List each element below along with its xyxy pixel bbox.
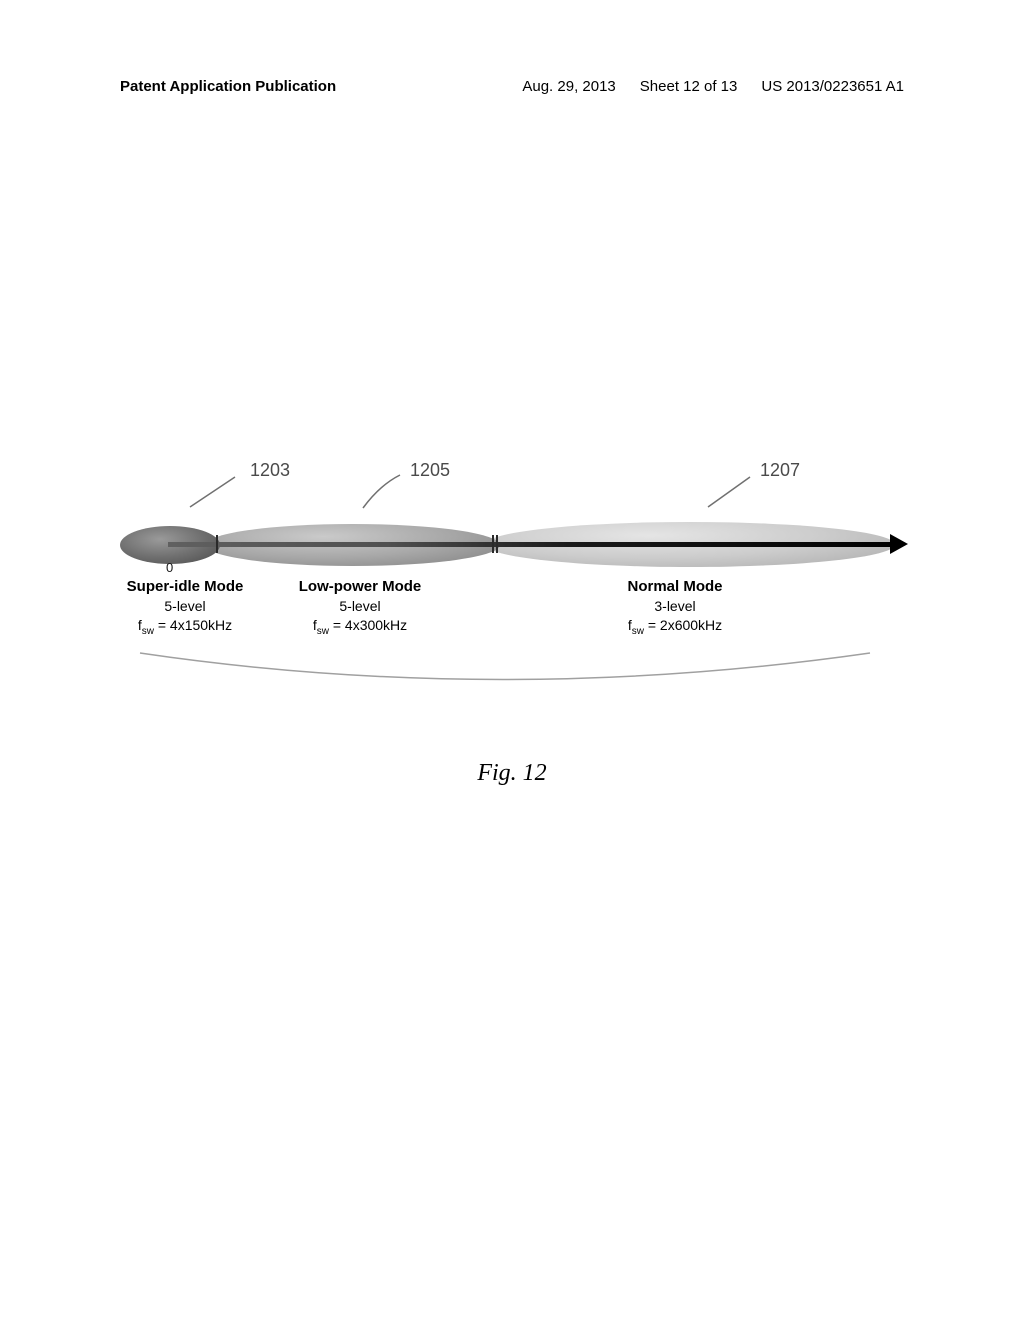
page-header: Patent Application Publication Aug. 29, …: [0, 78, 1024, 95]
mode-title: Normal Mode: [595, 578, 755, 595]
label-1203: 1203: [250, 460, 290, 481]
mode-lowpower: Low-power Mode 5-level fsw = 4x300kHz: [280, 578, 440, 637]
label-1205: 1205: [410, 460, 450, 481]
leader-line-icon: [700, 472, 755, 512]
mode-level: 5-level: [105, 598, 265, 614]
header-title: Patent Application Publication: [120, 78, 336, 95]
leader-line-icon: [180, 472, 240, 512]
figure-caption: Fig. 12: [0, 760, 1024, 787]
mode-normal: Normal Mode 3-level fsw = 2x600kHz: [595, 578, 755, 637]
ellipse-row: 0: [120, 520, 900, 570]
header-pubno: US 2013/0223651 A1: [761, 78, 904, 95]
modes-row: Super-idle Mode 5-level fsw = 4x150kHz L…: [120, 578, 900, 658]
arrow-head-icon: [890, 534, 908, 554]
mode-freq: fsw = 4x150kHz: [105, 617, 265, 637]
header-sheet: Sheet 12 of 13: [640, 78, 738, 95]
mode-level: 5-level: [280, 598, 440, 614]
separator-icon: [496, 535, 498, 553]
separator-icon: [492, 535, 494, 553]
ref-num: 1205: [410, 460, 450, 481]
bottom-arc: [100, 648, 910, 708]
zero-origin-label: 0: [166, 560, 173, 575]
separator-icon: [216, 535, 218, 553]
mode-level: 3-level: [595, 598, 755, 614]
header-date: Aug. 29, 2013: [522, 78, 615, 95]
arc-icon: [100, 648, 910, 708]
leader-line-icon: [355, 470, 405, 510]
reference-labels-row: 1203 1205 1207: [120, 460, 900, 520]
ref-num: 1203: [250, 460, 290, 481]
diagram-container: 1203 1205 1207 0 Super-idle Mode 5-level: [120, 460, 900, 658]
axis-line: [168, 542, 896, 547]
label-1207: 1207: [760, 460, 800, 481]
ref-num: 1207: [760, 460, 800, 481]
mode-title: Super-idle Mode: [105, 578, 265, 595]
mode-freq: fsw = 2x600kHz: [595, 617, 755, 637]
mode-title: Low-power Mode: [280, 578, 440, 595]
header-meta: Aug. 29, 2013 Sheet 12 of 13 US 2013/022…: [522, 78, 904, 95]
mode-superidle: Super-idle Mode 5-level fsw = 4x150kHz: [105, 578, 265, 637]
mode-freq: fsw = 4x300kHz: [280, 617, 440, 637]
